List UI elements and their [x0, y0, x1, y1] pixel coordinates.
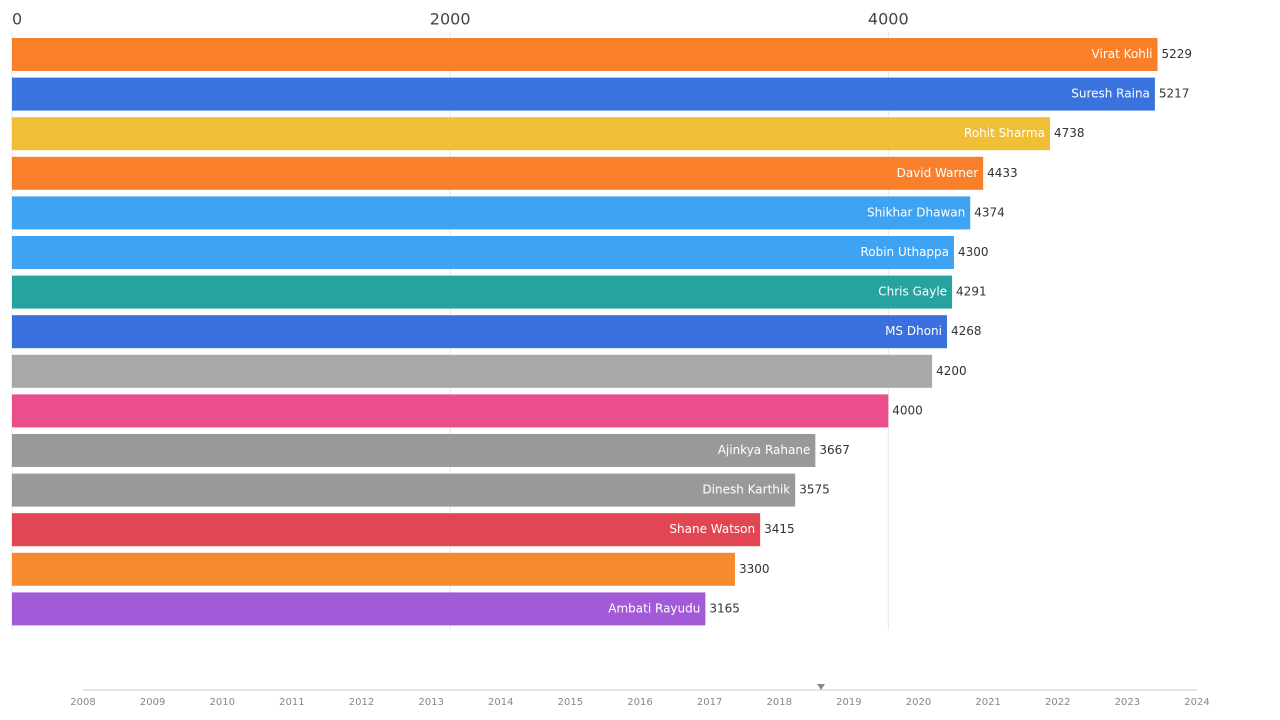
value-label: 4268 — [951, 324, 982, 338]
value-label: 3575 — [799, 483, 830, 497]
value-label: 3415 — [764, 522, 795, 536]
bar — [12, 513, 761, 547]
timeline-label: 2010 — [210, 697, 235, 708]
timeline-label: 2019 — [836, 697, 861, 708]
value-label: 3667 — [819, 443, 850, 457]
timeline-label: 2014 — [488, 697, 513, 708]
value-label: 5229 — [1162, 47, 1193, 61]
bar — [12, 156, 984, 190]
bar-label: Suresh Raina — [1071, 87, 1150, 101]
timeline-label: 2011 — [279, 697, 304, 708]
bar — [12, 275, 953, 309]
timeline-label: 2017 — [697, 697, 722, 708]
bar — [12, 592, 706, 626]
timeline-label: 2021 — [975, 697, 1000, 708]
timeline-label: 2009 — [140, 697, 165, 708]
value-label: 5217 — [1159, 87, 1190, 101]
timeline-label: 2016 — [627, 697, 652, 708]
timeline-label: 2022 — [1045, 697, 1070, 708]
bar-label: Ambati Rayudu — [608, 601, 700, 615]
bar-label: Robin Uthappa — [860, 245, 949, 259]
timeline-label: 2018 — [767, 697, 792, 708]
bar — [12, 354, 933, 388]
x-tick-label: 4000 — [868, 10, 909, 29]
bar — [12, 236, 955, 269]
timeline-marker — [817, 684, 826, 690]
bar-label: Chris Gayle — [878, 285, 947, 299]
bar — [12, 434, 816, 467]
bar-label: Shikhar Dhawan — [867, 205, 965, 219]
x-tick-label: 0 — [12, 10, 22, 29]
bar-label: Dinesh Karthik — [702, 483, 790, 497]
value-label: 4200 — [936, 364, 967, 378]
bar-label: Rohit Sharma — [964, 126, 1045, 140]
value-label: 4291 — [956, 285, 987, 299]
bar — [12, 315, 948, 349]
timeline-label: 2013 — [418, 697, 443, 708]
bar-label: Virat Kohli — [1092, 47, 1153, 61]
bar-label: David Warner — [897, 166, 979, 180]
bar — [12, 552, 735, 586]
bar-label: Ajinkya Rahane — [718, 443, 811, 457]
timeline-label: 2024 — [1184, 697, 1209, 708]
value-label: 4738 — [1054, 126, 1085, 140]
timeline-label: 2012 — [349, 697, 374, 708]
bar — [12, 196, 971, 230]
x-tick-label: 2000 — [430, 10, 471, 29]
value-label: 3165 — [709, 601, 740, 615]
bar — [12, 38, 1158, 71]
timeline-label: 2008 — [70, 697, 95, 708]
value-label: 4433 — [987, 166, 1018, 180]
bar — [12, 117, 1050, 151]
value-label: 4374 — [974, 205, 1005, 219]
bar — [12, 394, 889, 428]
timeline-label: 2015 — [558, 697, 583, 708]
bar — [12, 473, 796, 507]
value-label: 3300 — [739, 562, 770, 576]
bar-label: Shane Watson — [669, 522, 755, 536]
value-label: 4300 — [958, 245, 989, 259]
value-label: 4000 — [892, 403, 923, 417]
bar — [12, 77, 1155, 111]
bar-label: MS Dhoni — [885, 324, 942, 338]
timeline-label: 2023 — [1115, 697, 1140, 708]
timeline-label: 2020 — [906, 697, 931, 708]
